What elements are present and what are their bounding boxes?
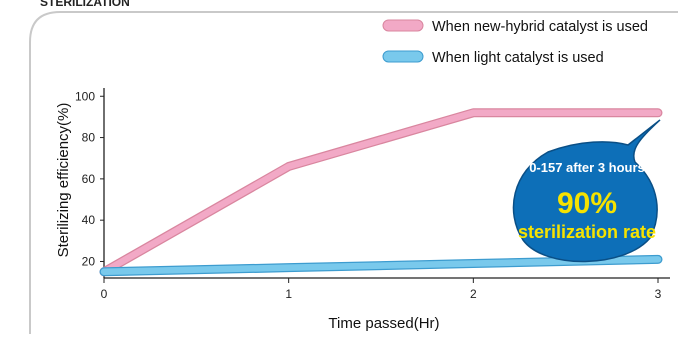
y-tick-label: 100 bbox=[75, 89, 95, 103]
y-axis-title: Sterilizing efficiency(%) bbox=[55, 103, 72, 258]
legend-swatch-hybrid bbox=[383, 20, 423, 31]
page-heading: STERILIZATION bbox=[40, 0, 130, 9]
legend-label-hybrid: When new-hybrid catalyst is used bbox=[432, 19, 648, 35]
x-tick-label: 1 bbox=[285, 287, 292, 301]
y-tick-label: 20 bbox=[82, 254, 96, 268]
y-axis-ticks: 20 40 60 80 100 bbox=[75, 89, 104, 268]
x-axis-ticks: 0 1 2 3 bbox=[101, 278, 662, 301]
legend-label-light: When light catalyst is used bbox=[432, 50, 604, 66]
legend: When new-hybrid catalyst is used When li… bbox=[383, 19, 648, 66]
y-tick-label: 60 bbox=[82, 172, 96, 186]
y-tick-label: 40 bbox=[82, 213, 96, 227]
legend-item-light: When light catalyst is used bbox=[383, 50, 604, 66]
callout-line3: sterilization rate bbox=[518, 222, 656, 242]
legend-item-hybrid: When new-hybrid catalyst is used bbox=[383, 19, 648, 35]
x-tick-label: 2 bbox=[470, 287, 477, 301]
x-tick-label: 3 bbox=[655, 287, 662, 301]
callout-bubble: 0-157 after 3 hours 90% sterilization ra… bbox=[513, 120, 660, 262]
y-tick-label: 80 bbox=[82, 131, 96, 145]
legend-swatch-light bbox=[383, 51, 423, 62]
callout-line1: 0-157 after 3 hours bbox=[529, 160, 645, 175]
x-axis-title: Time passed(Hr) bbox=[328, 315, 439, 332]
callout-percent: 90% bbox=[557, 187, 617, 220]
x-tick-label: 0 bbox=[101, 287, 108, 301]
